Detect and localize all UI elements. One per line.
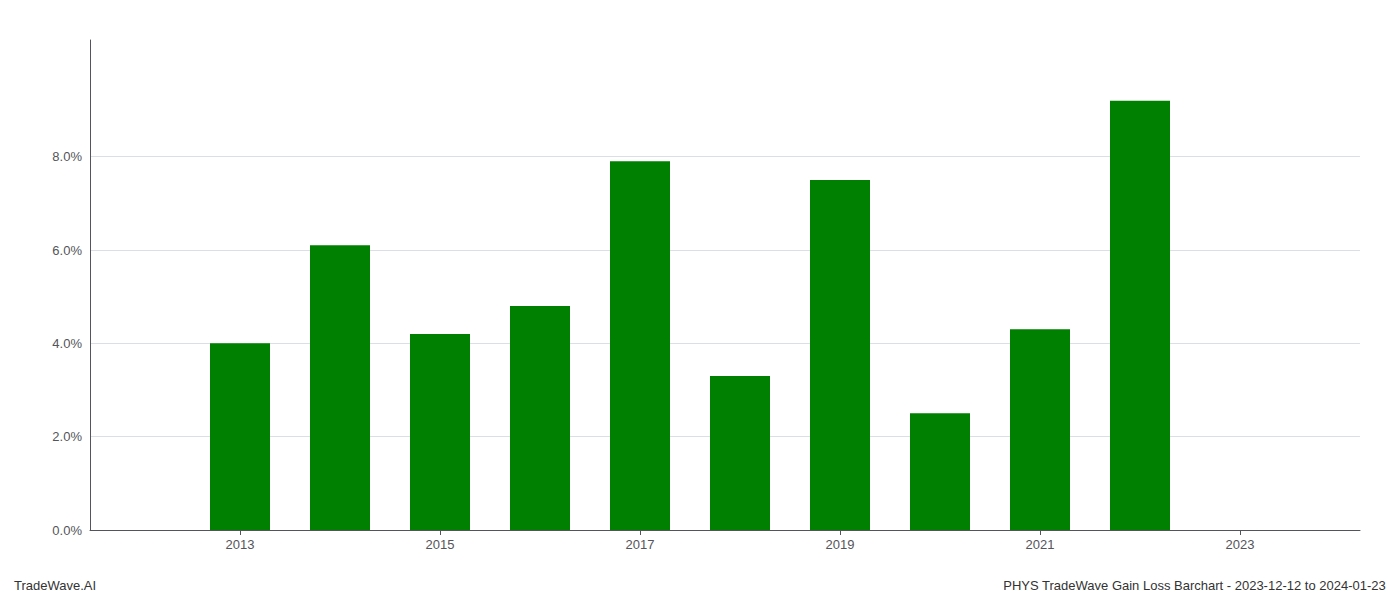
svg-text:2019: 2019 xyxy=(826,537,855,552)
svg-text:2017: 2017 xyxy=(626,537,655,552)
svg-text:2.0%: 2.0% xyxy=(52,429,82,444)
svg-text:8.0%: 8.0% xyxy=(52,149,82,164)
svg-text:4.0%: 4.0% xyxy=(52,336,82,351)
svg-text:0.0%: 0.0% xyxy=(52,523,82,538)
svg-text:2023: 2023 xyxy=(1226,537,1255,552)
svg-text:2015: 2015 xyxy=(426,537,455,552)
svg-text:TradeWave.AI: TradeWave.AI xyxy=(14,578,96,593)
svg-text:PHYS TradeWave Gain Loss Barch: PHYS TradeWave Gain Loss Barchart - 2023… xyxy=(1003,578,1386,593)
svg-text:2013: 2013 xyxy=(226,537,255,552)
svg-text:2021: 2021 xyxy=(1026,537,1055,552)
svg-text:6.0%: 6.0% xyxy=(52,243,82,258)
